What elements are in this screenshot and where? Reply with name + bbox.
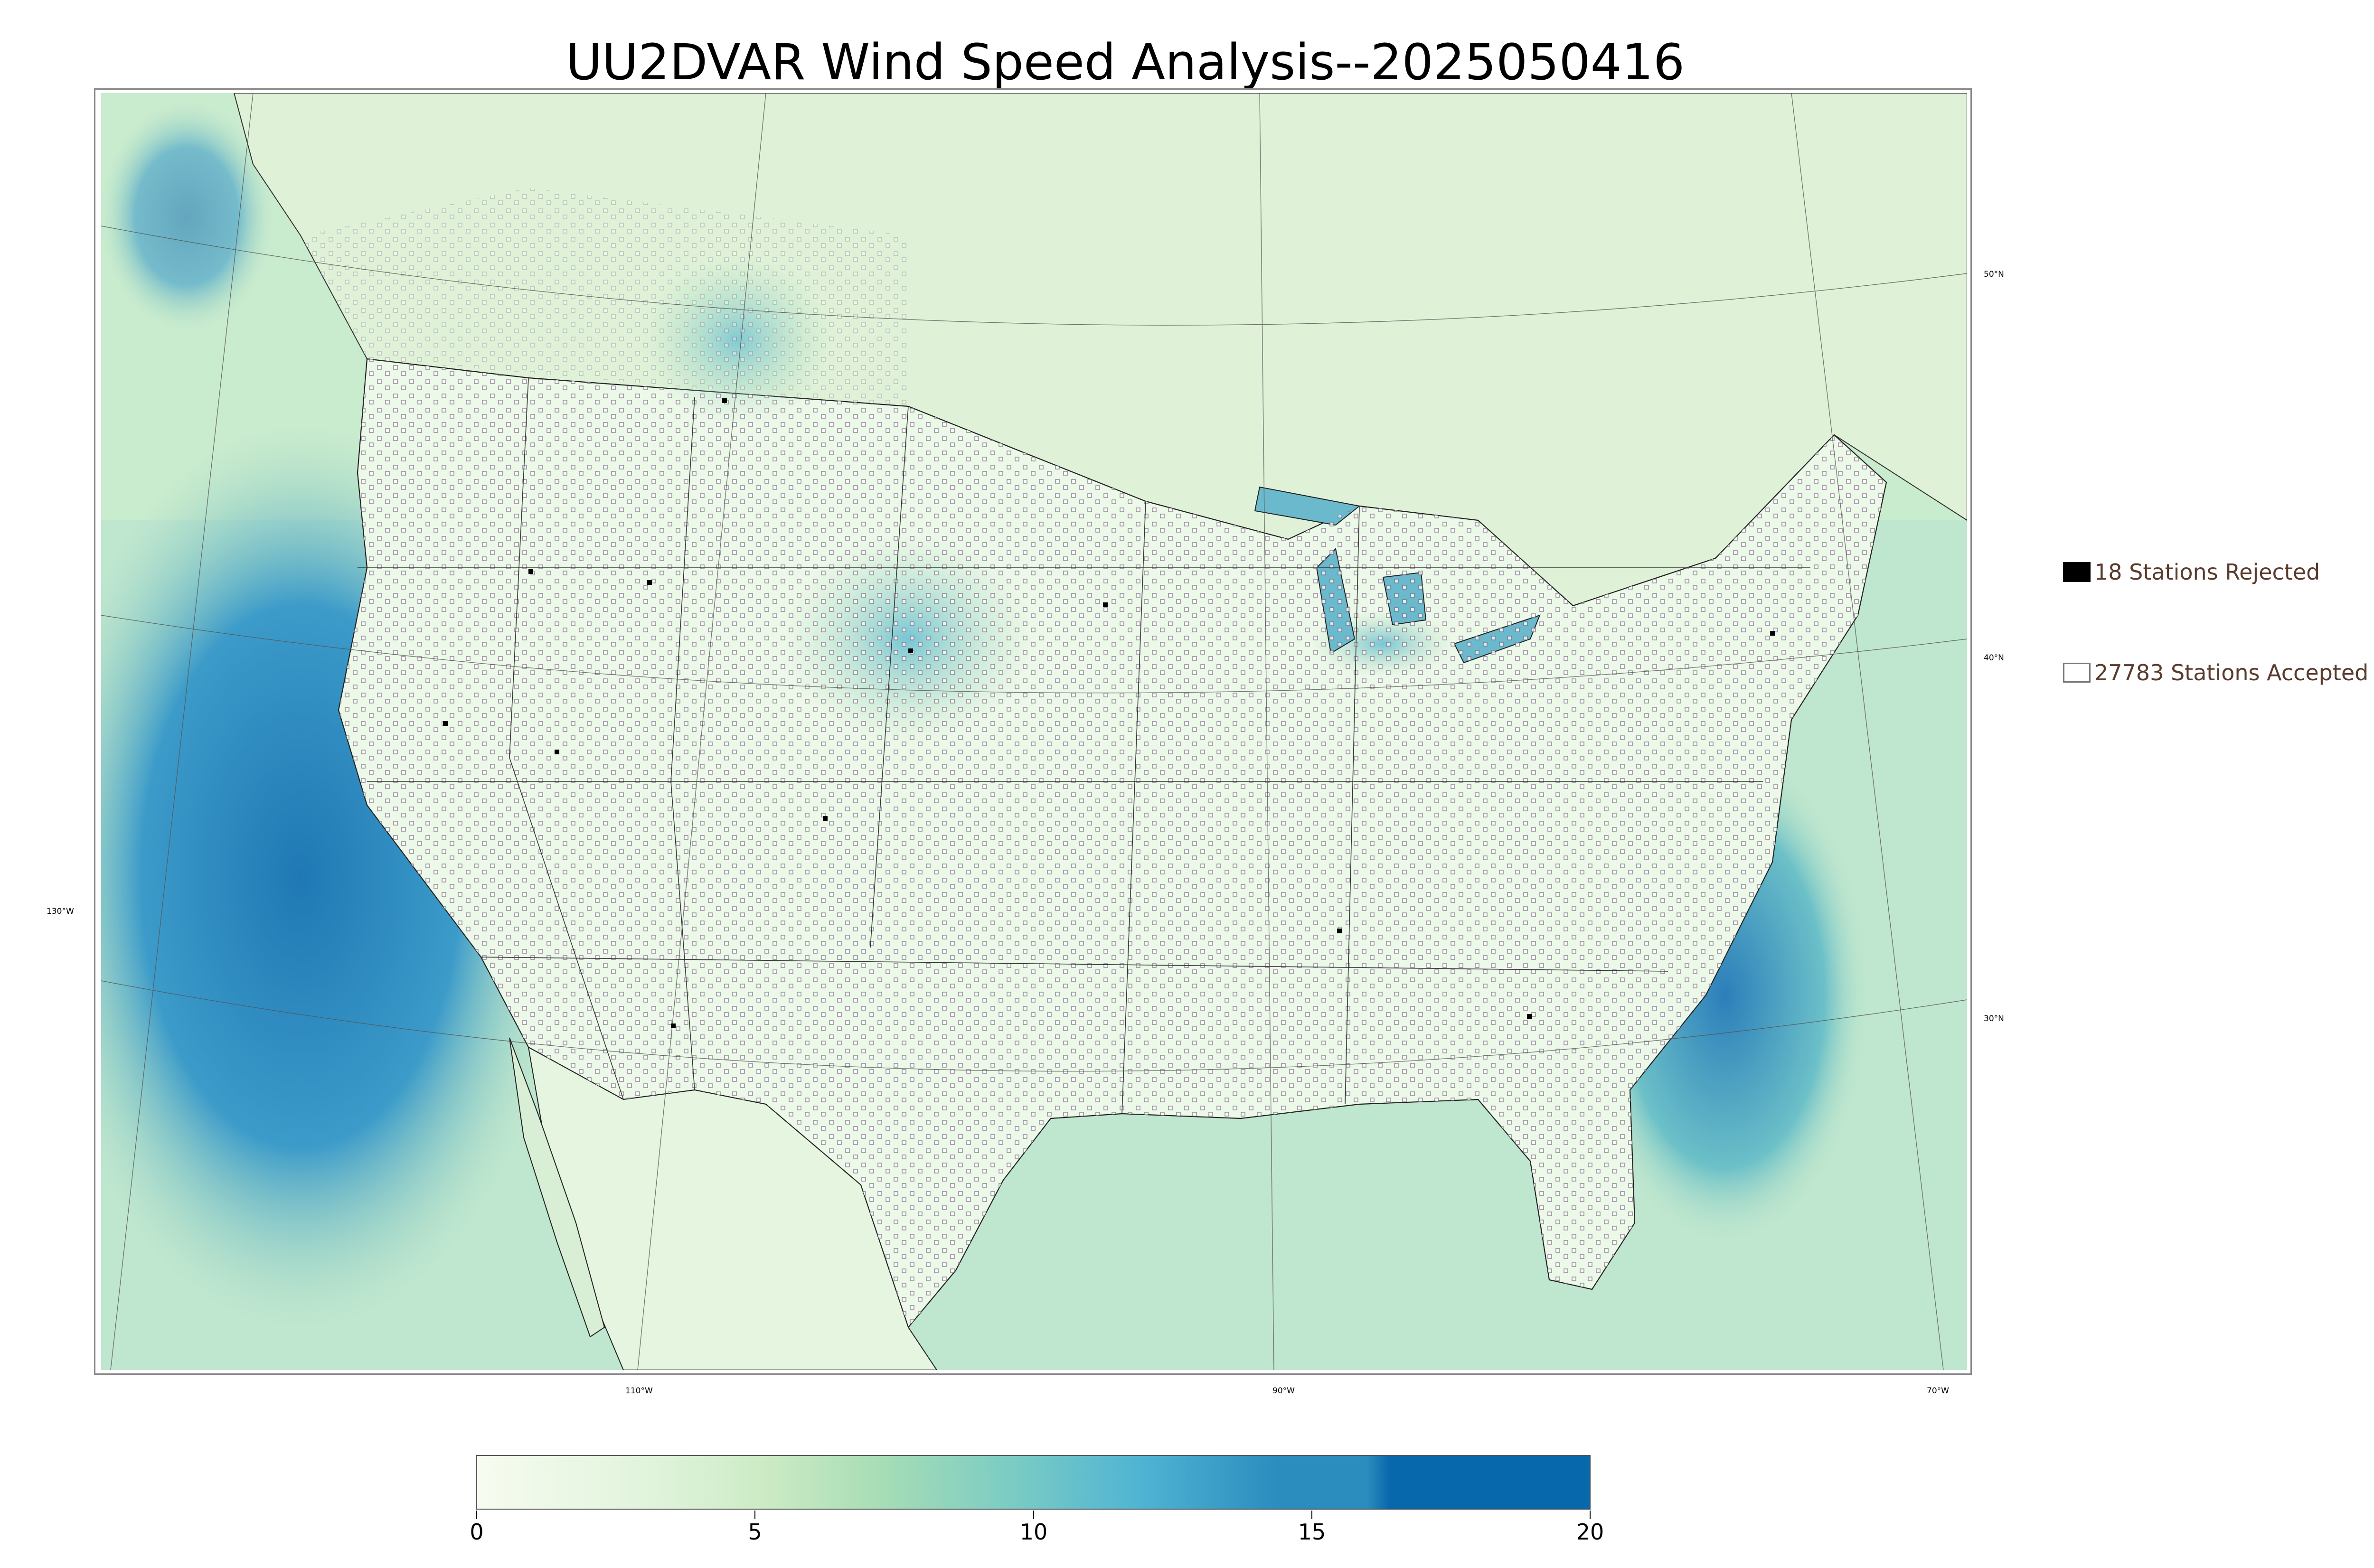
colorbar-tick-20 xyxy=(1590,1511,1591,1519)
colorbar-label-20: 20 xyxy=(1576,1519,1604,1545)
accepted-swatch xyxy=(2063,663,2091,683)
rejected-station-markers xyxy=(443,398,1775,1028)
colorbar-label-0: 0 xyxy=(470,1519,484,1545)
accepted-label: 27783 Stations Accepted xyxy=(2094,660,2369,685)
legend-rejected: 18 Stations Rejected xyxy=(2063,559,2320,585)
colorbar-label-15: 15 xyxy=(1298,1519,1326,1545)
colorbar-tick-15 xyxy=(1311,1511,1312,1519)
graticule xyxy=(101,93,1967,1370)
colorbar-label-10: 10 xyxy=(1019,1519,1048,1545)
lon-label-110w: 110°W xyxy=(625,1386,653,1396)
accepted-station-markers xyxy=(339,359,1886,1327)
colorbar-tick-0 xyxy=(476,1511,477,1519)
lon-label-90w: 90°W xyxy=(1272,1386,1295,1396)
lat-label-50n: 50°N xyxy=(1984,270,2004,279)
legend-accepted: 27783 Stations Accepted xyxy=(2063,660,2368,685)
map-title: UU2DVAR Wind Speed Analysis--2025050416 xyxy=(565,33,1685,91)
lat-label-30n: 30°N xyxy=(1984,1014,2004,1023)
colorbar xyxy=(476,1455,1591,1510)
lon-label-70w: 70°W xyxy=(1927,1386,1949,1396)
rejected-label: 18 Stations Rejected xyxy=(2094,559,2320,585)
colorbar-tick-10 xyxy=(1033,1511,1034,1519)
rejected-swatch xyxy=(2063,562,2091,582)
colorbar-label-5: 5 xyxy=(748,1519,762,1545)
lon-label-130w: 130°W xyxy=(47,907,74,916)
colorbar-tick-5 xyxy=(754,1511,755,1519)
lat-label-40n: 40°N xyxy=(1984,653,2004,663)
wind-speed-map xyxy=(101,93,1967,1370)
baja-peninsula xyxy=(509,1037,605,1338)
